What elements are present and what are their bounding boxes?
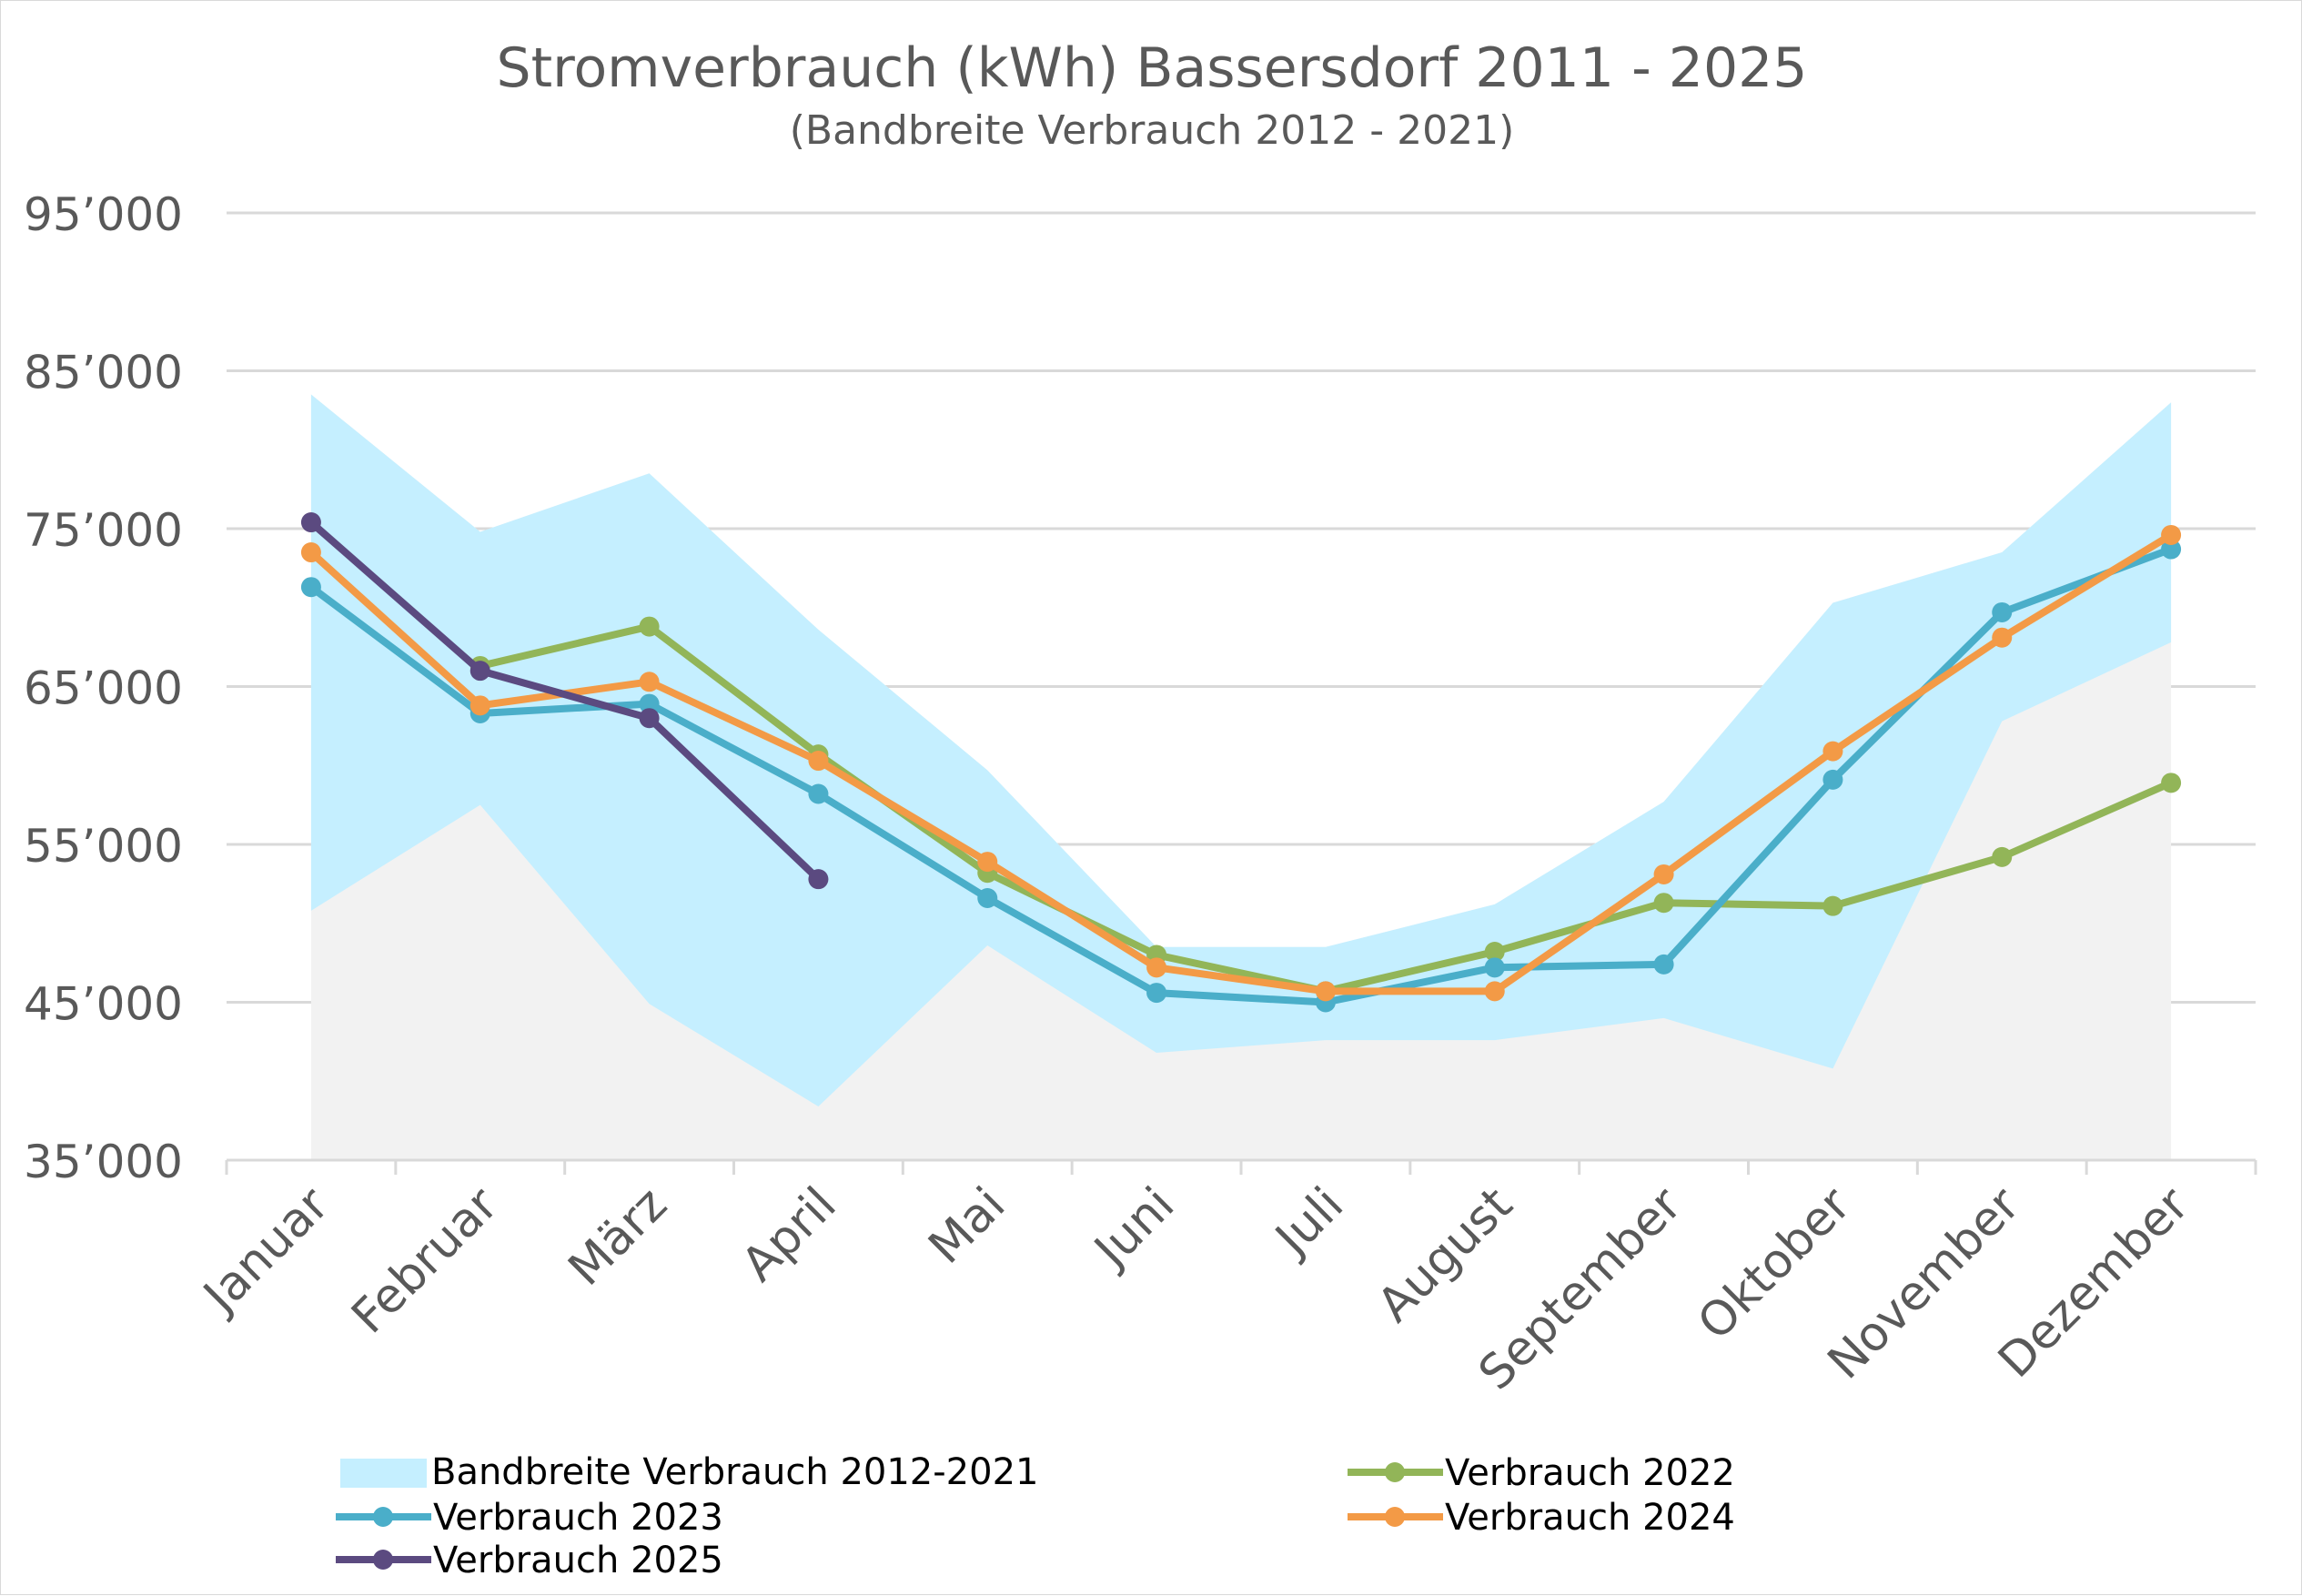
- data-point: [1653, 954, 1674, 975]
- legend-item-band: Bandbreite Verbrauch 2012-2021: [340, 1451, 1038, 1493]
- data-point: [639, 616, 660, 637]
- data-point: [808, 869, 829, 890]
- legend: Bandbreite Verbrauch 2012-2021 Verbrauch …: [336, 1451, 1735, 1581]
- series-verbrauch-2025: [300, 512, 829, 890]
- series-line: [307, 530, 2176, 995]
- data-point: [1146, 983, 1167, 1004]
- y-tick-label: 95’000: [24, 188, 183, 241]
- data-point: [1484, 957, 1505, 978]
- data-point: [1315, 981, 1336, 1002]
- x-tick-label: Februar: [341, 1177, 509, 1344]
- legend-swatch-band: [340, 1459, 427, 1488]
- legend-label: Verbrauch 2025: [433, 1540, 723, 1581]
- legend-item-verbrauch-2025: Verbrauch 2025: [336, 1540, 723, 1581]
- data-point: [1992, 627, 2013, 648]
- y-tick-label: 55’000: [24, 820, 183, 873]
- data-point: [808, 751, 829, 772]
- data-point: [1822, 741, 1843, 762]
- series-lines: [300, 512, 2182, 1013]
- data-point: [469, 661, 490, 682]
- data-point: [808, 783, 829, 804]
- data-point: [977, 887, 998, 908]
- band-area: [310, 394, 2172, 1107]
- data-point: [2161, 539, 2182, 560]
- data-point: [469, 695, 490, 716]
- data-point: [2161, 773, 2182, 793]
- x-tick-labels: Januar Februar März April Mai Juni Juli AugustS…: [192, 1177, 2200, 1400]
- data-point: [1653, 864, 1674, 884]
- data-point: [1484, 981, 1505, 1002]
- data-point: [300, 542, 321, 563]
- data-point: [2161, 524, 2182, 545]
- data-point: [300, 577, 321, 598]
- legend-label: Verbrauch 2023: [433, 1497, 723, 1539]
- data-point: [1146, 957, 1167, 978]
- x-tick-label: März: [559, 1177, 678, 1297]
- data-point: [639, 708, 660, 729]
- x-tick-label: April: [732, 1177, 846, 1292]
- legend-label: Verbrauch 2022: [1445, 1452, 1735, 1494]
- y-tick-label: 35’000: [24, 1136, 183, 1188]
- legend-marker: [373, 1550, 393, 1570]
- series-verbrauch-2023: [300, 539, 2182, 1013]
- band-areas: [310, 394, 2172, 1160]
- legend-label: Bandbreite Verbrauch 2012-2021: [431, 1451, 1038, 1493]
- data-point: [1653, 893, 1674, 914]
- data-point: [639, 693, 660, 714]
- data-point: [1822, 895, 1843, 916]
- legend-marker: [1385, 1507, 1405, 1527]
- chart-title: Stromverbrauch (kWh) Bassersdorf 2011 - …: [497, 36, 1808, 100]
- x-tick-label: Mai: [919, 1177, 1016, 1275]
- x-tick-label: Juli: [1264, 1177, 1354, 1268]
- series-verbrauch-2024: [300, 524, 2182, 1002]
- data-point: [1992, 601, 2013, 622]
- x-tick-label: Januar: [192, 1177, 340, 1325]
- y-tick-label: 85’000: [24, 347, 183, 399]
- series-line: [307, 545, 2176, 1006]
- legend-item-verbrauch-2022: Verbrauch 2022: [1348, 1452, 1735, 1494]
- data-point: [1484, 941, 1505, 962]
- chart-subtitle: (Bandbreite Verbrauch 2012 - 2021): [790, 107, 1515, 154]
- legend-label: Verbrauch 2024: [1445, 1497, 1735, 1539]
- axes: [225, 1158, 2257, 1175]
- y-tick-label: 65’000: [24, 662, 183, 715]
- series-line: [307, 519, 823, 884]
- legend-item-verbrauch-2023: Verbrauch 2023: [336, 1497, 723, 1539]
- data-point: [300, 512, 321, 533]
- x-tick-label: Juni: [1083, 1177, 1185, 1279]
- y-tick-label: 75’000: [24, 504, 183, 557]
- y-tick-labels: 35’000 45’000 55’000 65’000 75’000 85’000 95’0…: [24, 188, 183, 1188]
- data-point: [1992, 846, 2013, 867]
- legend-marker: [373, 1507, 393, 1527]
- data-point: [639, 672, 660, 692]
- legend-marker: [1385, 1462, 1405, 1482]
- y-tick-label: 45’000: [24, 978, 183, 1031]
- data-point: [977, 852, 998, 873]
- legend-item-verbrauch-2024: Verbrauch 2024: [1348, 1497, 1735, 1539]
- data-point: [1822, 769, 1843, 790]
- x-tick-label: August: [1368, 1177, 1523, 1333]
- x-tick-label: Oktober: [1688, 1177, 1862, 1350]
